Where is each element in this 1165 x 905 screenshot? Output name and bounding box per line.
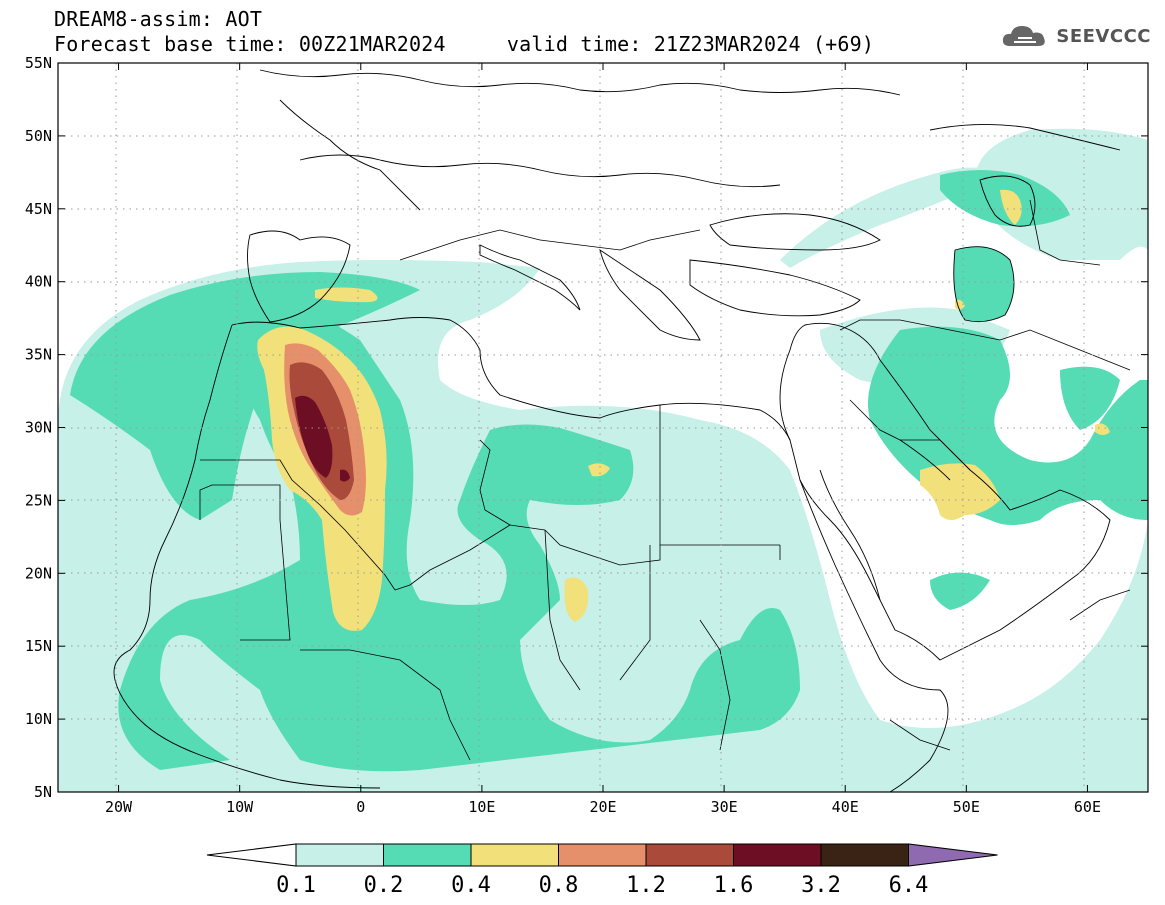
seevccc-logo: SEEVCCC — [1000, 22, 1151, 50]
colorbar-label: 1.6 — [714, 873, 754, 898]
lon-label: 20E — [589, 798, 616, 816]
colorbar-segment — [645, 843, 734, 867]
aot-level-1.6 — [295, 395, 350, 482]
lon-label: 10E — [468, 798, 495, 816]
lon-label: 0 — [356, 798, 365, 816]
lon-label: 30E — [711, 798, 738, 816]
map-title: DREAM8-assim: AOT — [54, 7, 263, 31]
colorbar-low-arrow — [206, 843, 297, 867]
colorbar-segment — [558, 843, 647, 867]
lat-label: 40N — [25, 273, 52, 291]
lat-label: 55N — [25, 54, 52, 72]
longitude-labels: 20W 10W 0 10E 20E 30E 40E 50E 60E — [105, 798, 1101, 816]
lon-label: 40E — [832, 798, 859, 816]
cloud-logo-icon — [1003, 26, 1046, 46]
lat-label: 35N — [25, 346, 52, 364]
colorbar-label: 0.2 — [364, 873, 404, 898]
aot-fields — [58, 128, 1148, 792]
lat-label: 20N — [25, 564, 52, 582]
colorbar-segment — [383, 843, 472, 867]
colorbar-segment — [295, 843, 384, 867]
lat-label: 50N — [25, 127, 52, 145]
logo-text: SEEVCCC — [1056, 25, 1151, 47]
lat-label: 30N — [25, 419, 52, 437]
lon-label: 10W — [226, 798, 254, 816]
latitude-labels: 55N 50N 45N 40N 35N 30N 25N 20N 15N 10N 5N — [25, 54, 52, 801]
lat-label: 25N — [25, 491, 52, 509]
forecast-time-line: Forecast base time: 00Z21MAR2024 valid t… — [54, 32, 875, 56]
colorbar-segment — [470, 843, 559, 867]
country-borders — [199, 199, 1131, 761]
colorbar-label: 0.4 — [451, 873, 491, 898]
lat-label: 45N — [25, 200, 52, 218]
colorbar-labels: 0.1 0.2 0.4 0.8 1.2 1.6 3.2 6.4 — [276, 873, 928, 898]
colorbar-label: 1.2 — [626, 873, 666, 898]
lon-label: 50E — [953, 798, 980, 816]
colorbar-label: 6.4 — [889, 873, 929, 898]
lat-label: 15N — [25, 637, 52, 655]
colorbar-label: 0.1 — [276, 873, 316, 898]
lat-label: 5N — [34, 783, 52, 801]
colorbar-label: 3.2 — [801, 873, 841, 898]
colorbar-segment — [820, 843, 909, 867]
lat-label: 10N — [25, 710, 52, 728]
coastlines — [113, 69, 1121, 792]
gridlines — [58, 63, 1148, 792]
colorbar-segment — [733, 843, 822, 867]
axis-ticks — [58, 62, 1148, 793]
colorbar-high-arrow — [908, 843, 998, 867]
lon-label: 60E — [1074, 798, 1101, 816]
lon-label: 20W — [105, 798, 133, 816]
colorbar-label: 0.8 — [539, 873, 579, 898]
colorbar — [206, 843, 998, 867]
